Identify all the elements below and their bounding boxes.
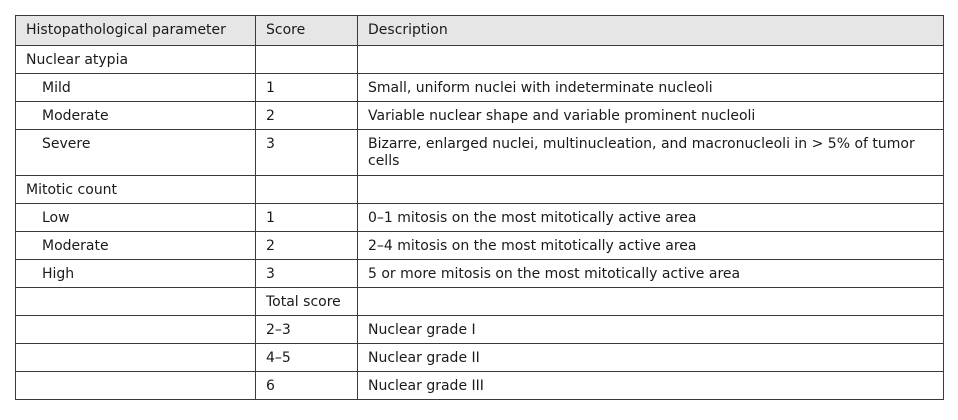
header-parameter: Histopathological parameter	[15, 15, 256, 46]
table-row: 6 Nuclear grade III	[15, 371, 944, 400]
header-row: Histopathological parameter Score Descri…	[15, 15, 944, 46]
score-cell: 6	[255, 371, 358, 400]
description-cell: 5 or more mitosis on the most mitoticall…	[357, 259, 944, 288]
parameter-cell: Low	[15, 203, 256, 232]
parameter-cell	[15, 315, 256, 344]
table-row: 2–3 Nuclear grade I	[15, 315, 944, 344]
score-cell: 2	[255, 101, 358, 130]
score-cell: 2–3	[255, 315, 358, 344]
parameter-cell: Mild	[15, 73, 256, 102]
description-cell: Bizarre, enlarged nuclei, multinucleatio…	[357, 129, 944, 176]
description-cell: 2–4 mitosis on the most mitotically acti…	[357, 231, 944, 260]
table-row: Severe 3 Bizarre, enlarged nuclei, multi…	[15, 129, 944, 176]
description-cell: Variable nuclear shape and variable prom…	[357, 101, 944, 130]
score-cell: 1	[255, 203, 358, 232]
parameter-cell	[15, 371, 256, 400]
parameter-cell: High	[15, 259, 256, 288]
score-cell: 2	[255, 231, 358, 260]
description-cell: Nuclear grade II	[357, 343, 944, 372]
description-cell	[357, 287, 944, 316]
header-score: Score	[255, 15, 358, 46]
score-cell: 3	[255, 259, 358, 288]
table-row: 4–5 Nuclear grade II	[15, 343, 944, 372]
parameter-cell	[15, 287, 256, 316]
score-cell	[255, 45, 358, 74]
table-row: Total score	[15, 287, 944, 316]
parameter-cell: Severe	[15, 129, 256, 176]
description-cell: Small, uniform nuclei with indeterminate…	[357, 73, 944, 102]
table-row: Mild 1 Small, uniform nuclei with indete…	[15, 73, 944, 102]
nuclear-grade-table: Histopathological parameter Score Descri…	[15, 15, 944, 400]
score-cell: 3	[255, 129, 358, 176]
description-cell	[357, 175, 944, 204]
table-container: Histopathological parameter Score Descri…	[15, 15, 944, 400]
score-cell: Total score	[255, 287, 358, 316]
description-cell: Nuclear grade I	[357, 315, 944, 344]
description-cell: 0–1 mitosis on the most mitotically acti…	[357, 203, 944, 232]
parameter-cell: Moderate	[15, 231, 256, 260]
parameter-cell: Mitotic count	[15, 175, 256, 204]
header-description: Description	[357, 15, 944, 46]
score-cell: 1	[255, 73, 358, 102]
table-row: Moderate 2 2–4 mitosis on the most mitot…	[15, 231, 944, 260]
table-row: Low 1 0–1 mitosis on the most mitoticall…	[15, 203, 944, 232]
table-row: Nuclear atypia	[15, 45, 944, 74]
table-row: Mitotic count	[15, 175, 944, 204]
description-cell: Nuclear grade III	[357, 371, 944, 400]
score-cell: 4–5	[255, 343, 358, 372]
table-row: High 3 5 or more mitosis on the most mit…	[15, 259, 944, 288]
score-cell	[255, 175, 358, 204]
description-cell	[357, 45, 944, 74]
table-row: Moderate 2 Variable nuclear shape and va…	[15, 101, 944, 130]
parameter-cell: Moderate	[15, 101, 256, 130]
parameter-cell: Nuclear atypia	[15, 45, 256, 74]
parameter-cell	[15, 343, 256, 372]
